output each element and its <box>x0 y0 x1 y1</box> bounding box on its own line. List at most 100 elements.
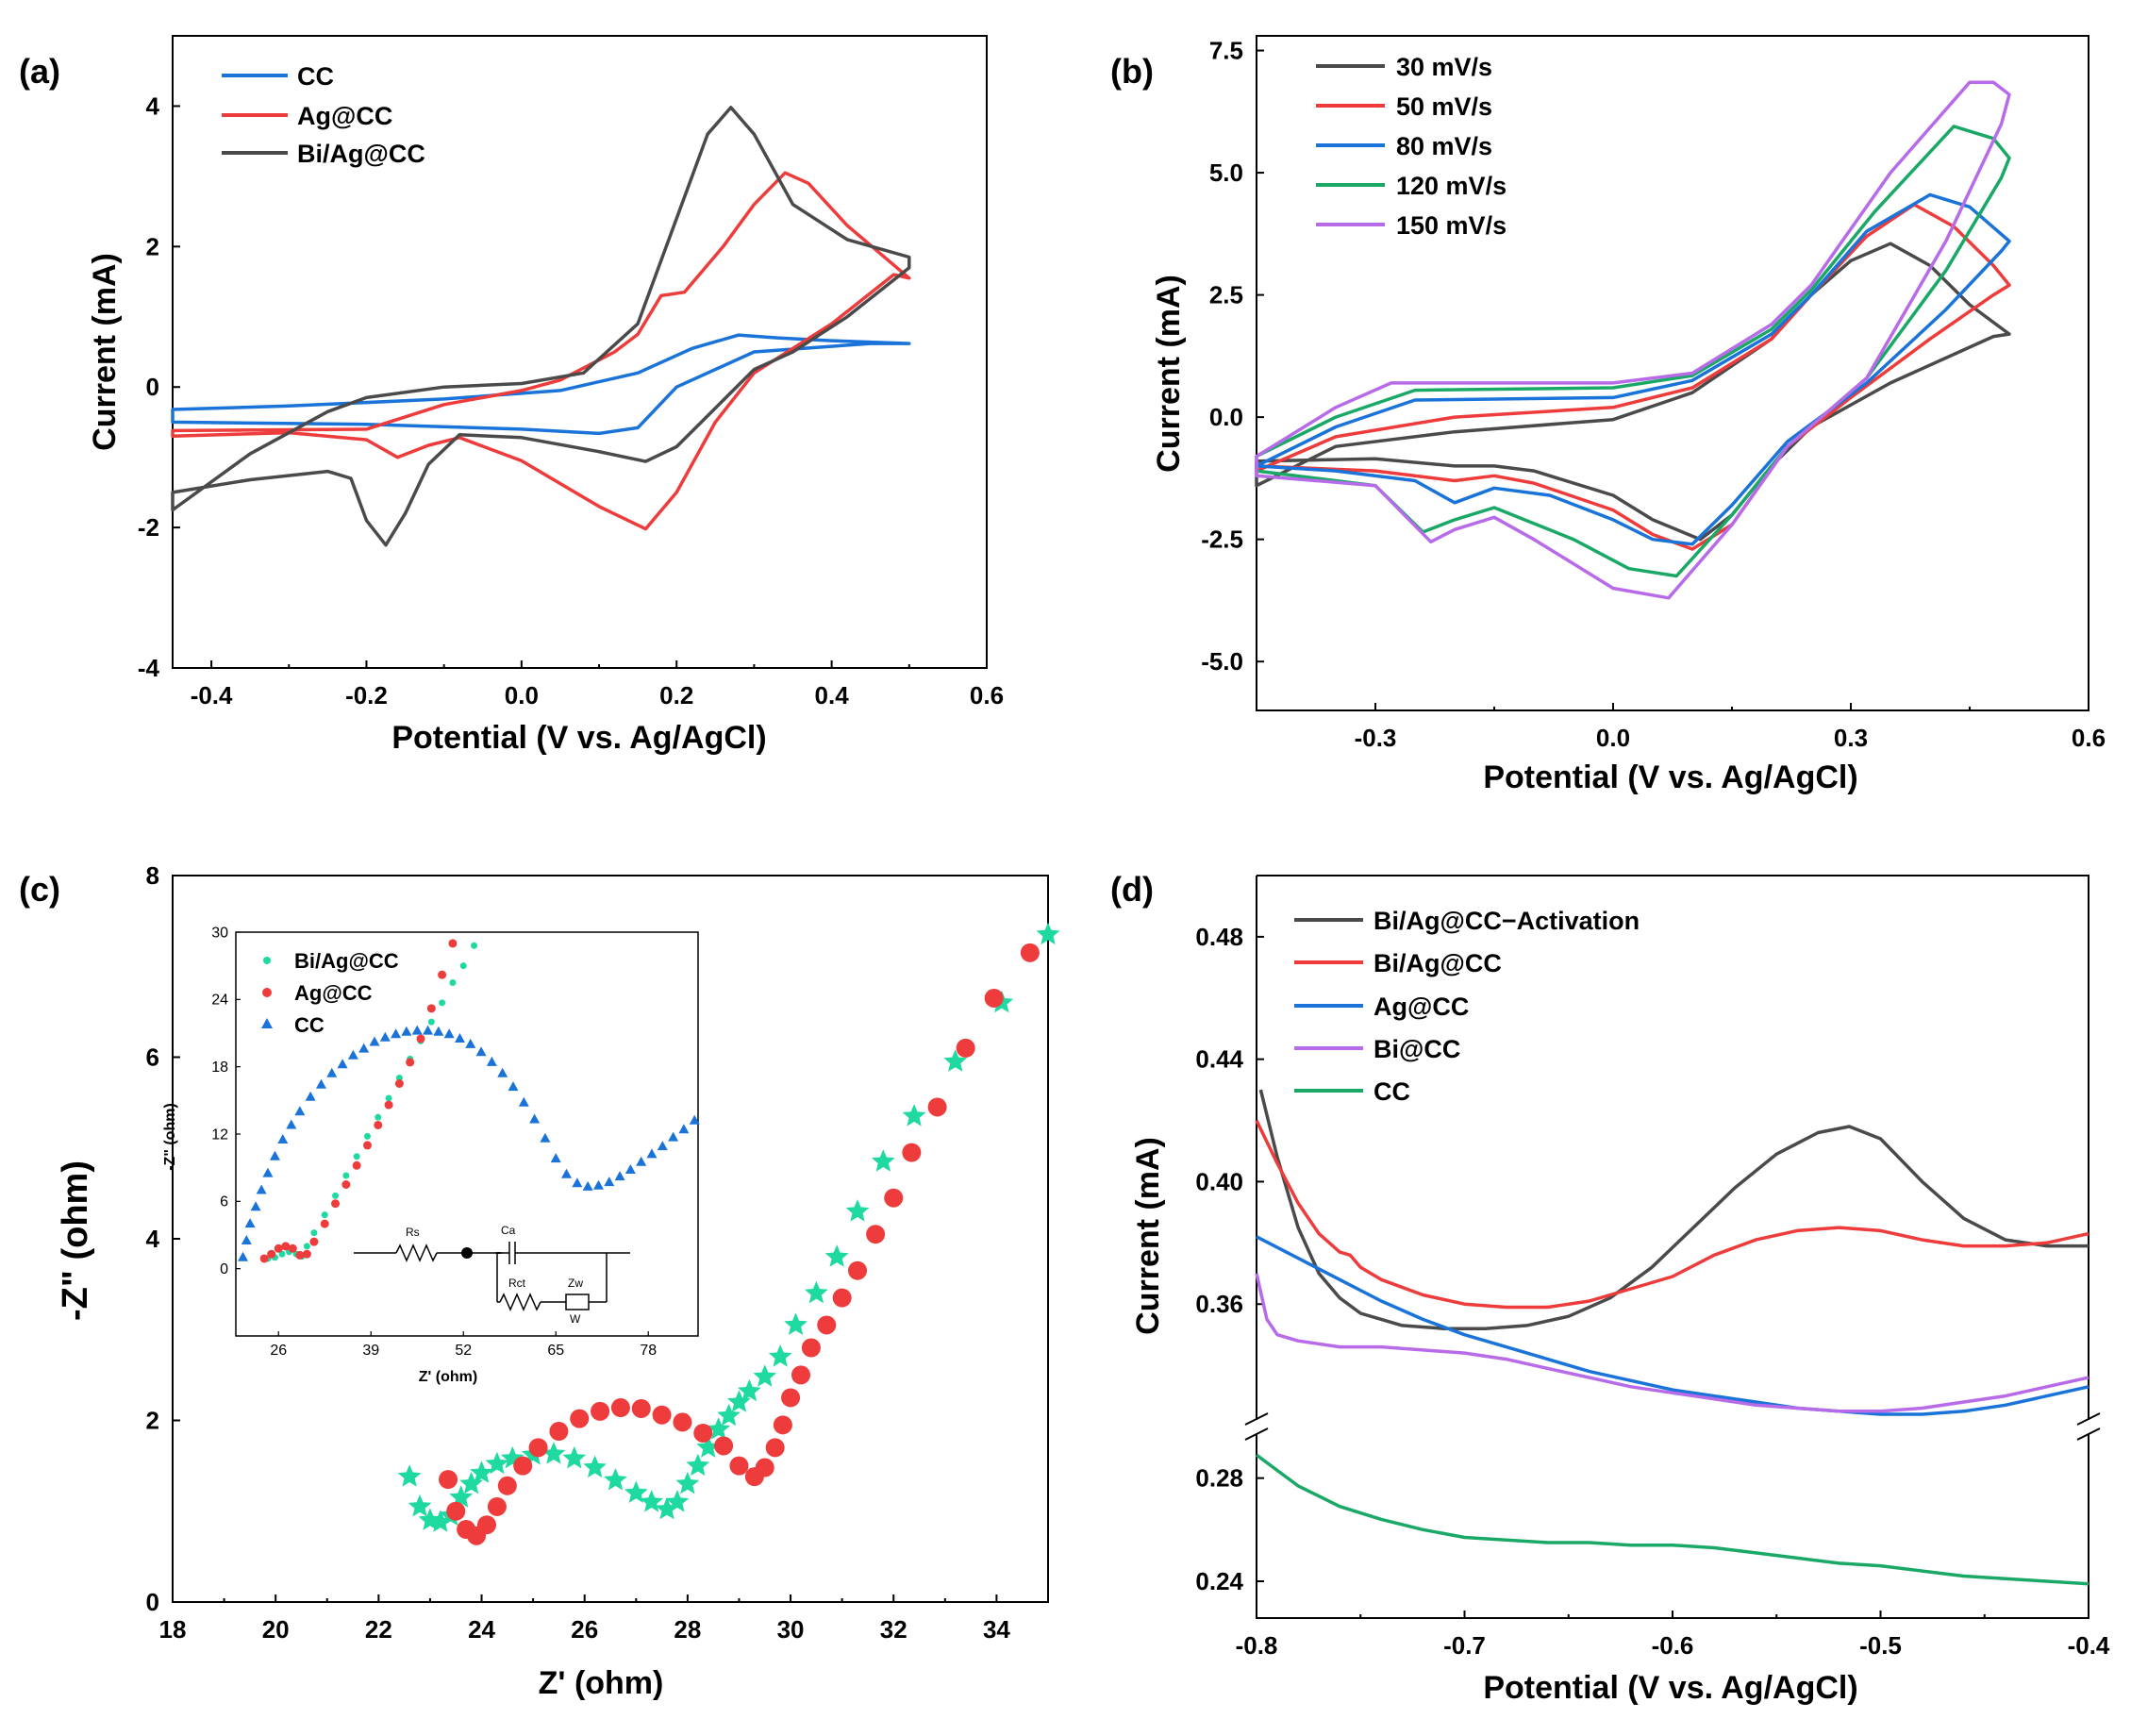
series-b-50mvs <box>1255 203 2011 551</box>
point-c-agcc <box>714 1436 734 1456</box>
point-inset-biagcc <box>342 1172 350 1179</box>
equivalent-circuit <box>354 1242 630 1311</box>
legend-a-cc: CC <box>297 62 334 91</box>
point-c-biagcc <box>675 1471 700 1494</box>
point-c-agcc <box>791 1365 810 1385</box>
panel-b-ytick-label: 5.0 <box>1209 159 1243 187</box>
inset-legend-cc-marker <box>261 1018 273 1028</box>
inset-axes: 26 39 52 65 78 0 6 12 18 24 30 <box>211 925 657 1359</box>
point-c-agcc <box>832 1288 852 1308</box>
point-c-agcc <box>781 1388 801 1408</box>
point-c-agcc <box>884 1188 904 1208</box>
series-b-80mvs <box>1255 192 2011 546</box>
legend-b-150: 150 mV/s <box>1396 211 1507 240</box>
panel-d-ytick-label: 0.24 <box>1195 1567 1243 1595</box>
point-inset-cc <box>443 1028 455 1039</box>
point-inset-agcc <box>341 1180 351 1189</box>
series-b-30mvs <box>1255 242 2011 542</box>
point-c-agcc <box>549 1422 569 1442</box>
series-a-agcc <box>171 171 911 531</box>
point-c-agcc <box>755 1458 774 1477</box>
point-inset-cc <box>262 1167 274 1177</box>
point-inset-agcc <box>320 1219 329 1228</box>
series-d-cc <box>1255 1453 2089 1586</box>
point-c-biagcc <box>902 1104 926 1127</box>
point-inset-biagcc <box>310 1229 318 1237</box>
point-inset-biagcc <box>278 1250 286 1258</box>
point-inset-cc <box>241 1234 252 1244</box>
panel-b-plot-frame <box>1256 35 2089 711</box>
legend-d-bicc: Bi@CC <box>1373 1035 1460 1063</box>
point-c-agcc <box>446 1501 466 1521</box>
panel-b: (b) -0.3 0.0 0.3 0.6 -5.0 -2.5 0.0 2.5 5.0 7.5 Po… <box>1110 35 2106 795</box>
panel-d-ytick-label: 0.40 <box>1195 1167 1243 1195</box>
point-c-biagcc <box>727 1390 751 1412</box>
point-inset-cc <box>423 1025 434 1035</box>
point-c-biagcc <box>768 1344 792 1367</box>
legend-d-activation: Bi/Ag@CC−Activation <box>1373 907 1640 935</box>
panel-d-xtick-label: -0.8 <box>1236 1631 1278 1660</box>
point-c-agcc <box>631 1398 651 1418</box>
point-c-agcc <box>866 1225 886 1244</box>
point-c-biagcc <box>717 1403 741 1427</box>
point-c-biagcc <box>428 1510 453 1532</box>
point-inset-cc <box>244 1218 256 1228</box>
point-inset-cc <box>540 1132 551 1143</box>
panel-c-ytick-label: 0 <box>146 1588 159 1616</box>
inset-legend-biagcc: Bi/Ag@CC <box>294 949 399 973</box>
panel-a-label: (a) <box>19 52 60 91</box>
point-inset-biagcc <box>303 1243 310 1250</box>
point-inset-cc <box>411 1025 423 1035</box>
point-c-agcc <box>765 1438 785 1458</box>
panel-d-xtick-label: -0.4 <box>2068 1631 2110 1660</box>
panel-a-axes: -0.4 -0.2 0.0 0.2 0.4 0.6 -4 -2 0 2 4 <box>138 92 1004 709</box>
panel-d-ytick-label: 0.36 <box>1195 1290 1243 1318</box>
axis-break-right-bottom <box>2076 1427 2101 1441</box>
inset-xtick-label: 52 <box>455 1343 472 1359</box>
panel-d-ylabel: Current (mA) <box>1130 1137 1166 1335</box>
inset-ytick-label: 12 <box>211 1127 228 1143</box>
point-inset-cc <box>286 1119 297 1129</box>
point-c-agcc <box>1020 943 1040 962</box>
point-inset-agcc <box>274 1244 283 1253</box>
point-c-agcc <box>673 1412 692 1432</box>
panel-d-xtick-label: -0.5 <box>1859 1631 1902 1660</box>
point-inset-cc <box>379 1031 391 1042</box>
point-inset-cc <box>238 1251 249 1261</box>
point-inset-cc <box>550 1153 561 1163</box>
point-inset-cc <box>636 1156 647 1166</box>
point-c-biagcc <box>686 1453 710 1477</box>
panel-c-xtick-label: 20 <box>262 1615 290 1644</box>
panel-c-xtick-label: 28 <box>674 1615 701 1644</box>
point-c-biagcc <box>485 1451 509 1475</box>
series-a-biagcc <box>171 106 911 547</box>
panel-b-axes: -0.3 0.0 0.3 0.6 -5.0 -2.5 0.0 2.5 5.0 7.5 <box>1201 37 2106 752</box>
series-b-120mvs <box>1255 125 2011 578</box>
panel-d-axes: -0.8 -0.7 -0.6 -0.5 -0.4 0.24 0.28 0.36 0.40 0.44… <box>1195 923 2110 1660</box>
point-c-biagcc <box>604 1468 627 1491</box>
point-inset-cc <box>269 1150 280 1160</box>
point-inset-cc <box>358 1043 370 1053</box>
inset-series-group <box>238 939 700 1263</box>
panel-b-ytick-label: 2.5 <box>1209 281 1243 309</box>
panel-c-xtick-label: 24 <box>468 1615 495 1644</box>
panel-b-legend: 30 mV/s 50 mV/s 80 mV/s 120 mV/s 150 mV/… <box>1316 53 1507 240</box>
point-inset-cc <box>256 1184 267 1194</box>
point-c-agcc <box>817 1315 837 1335</box>
panel-b-ytick-label: -5.0 <box>1201 647 1243 676</box>
point-inset-cc <box>614 1171 625 1181</box>
panel-a-xtick-label: 0.0 <box>505 681 539 709</box>
panel-a-xlabel: Potential (V vs. Ag/AgCl) <box>391 720 766 756</box>
point-c-biagcc <box>470 1461 493 1483</box>
point-inset-cc <box>624 1164 636 1175</box>
axis-break-right-top <box>2076 1412 2101 1426</box>
point-c-biagcc <box>696 1435 721 1458</box>
panel-d-xlabel: Potential (V vs. Ag/AgCl) <box>1483 1670 1857 1706</box>
point-c-agcc <box>610 1398 630 1418</box>
point-inset-cc <box>657 1141 668 1151</box>
circuit-label-rct: Rct <box>508 1277 526 1290</box>
panel-a-xtick-label: 0.6 <box>970 681 1004 709</box>
point-c-biagcc <box>583 1455 607 1478</box>
point-c-agcc <box>693 1423 713 1443</box>
